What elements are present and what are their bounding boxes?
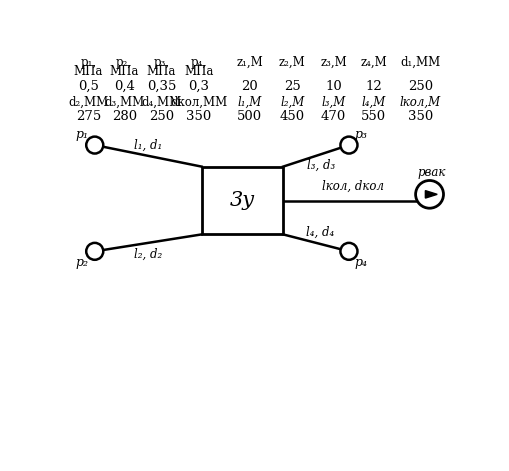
Text: p₃: p₃: [354, 128, 367, 141]
Text: l₄,М: l₄,М: [361, 96, 385, 108]
Text: p₄,: p₄,: [190, 56, 206, 69]
Text: 250: 250: [149, 110, 174, 123]
Text: lкол, dкол: lкол, dкол: [322, 180, 383, 193]
Text: 275: 275: [76, 110, 101, 123]
Text: l₁,М: l₁,М: [237, 96, 261, 108]
Text: 280: 280: [111, 110, 136, 123]
Text: d₄,ММ: d₄,ММ: [141, 96, 181, 108]
Text: l₁, d₁: l₁, d₁: [134, 138, 162, 151]
Text: 0,35: 0,35: [147, 80, 176, 93]
Text: p₁: p₁: [76, 128, 89, 141]
Text: p₁,: p₁,: [80, 56, 96, 69]
Text: d₂,ММ: d₂,ММ: [68, 96, 108, 108]
Text: 10: 10: [324, 80, 341, 93]
Text: 450: 450: [279, 110, 304, 123]
Circle shape: [340, 243, 357, 260]
Text: 470: 470: [320, 110, 346, 123]
Circle shape: [86, 137, 103, 154]
Text: z₄,М: z₄,М: [360, 56, 386, 69]
Text: МПа: МПа: [147, 65, 176, 78]
Circle shape: [340, 137, 357, 154]
Text: l₄, d₄: l₄, d₄: [305, 226, 333, 239]
Text: l₂, d₂: l₂, d₂: [133, 247, 161, 260]
Text: l₃,М: l₃,М: [321, 96, 345, 108]
Circle shape: [415, 180, 443, 208]
Text: p₃,: p₃,: [153, 56, 169, 69]
Text: 0,5: 0,5: [78, 80, 99, 93]
Text: МПа: МПа: [184, 65, 213, 78]
Text: 0,3: 0,3: [188, 80, 209, 93]
Text: p₂,: p₂,: [116, 56, 132, 69]
Text: 350: 350: [407, 110, 432, 123]
Text: p₂: p₂: [76, 256, 89, 268]
Text: МПа: МПа: [74, 65, 103, 78]
Polygon shape: [425, 191, 436, 198]
Text: p₄: p₄: [354, 256, 367, 268]
Text: dкол,ММ: dкол,ММ: [169, 96, 227, 108]
Text: l₃, d₃: l₃, d₃: [306, 159, 334, 172]
Text: 350: 350: [186, 110, 211, 123]
Text: 550: 550: [360, 110, 385, 123]
Text: z₁,М: z₁,М: [236, 56, 263, 69]
Text: 3у: 3у: [229, 191, 254, 210]
Text: pвак: pвак: [417, 166, 445, 179]
Text: z₃,М: z₃,М: [320, 56, 346, 69]
Text: 12: 12: [364, 80, 381, 93]
Text: 0,4: 0,4: [114, 80, 134, 93]
Text: d₁,ММ: d₁,ММ: [400, 56, 439, 69]
Text: 500: 500: [237, 110, 262, 123]
Text: d₃,ММ: d₃,ММ: [104, 96, 144, 108]
Text: 25: 25: [284, 80, 300, 93]
Bar: [201, 167, 282, 235]
Text: l₂,М: l₂,М: [280, 96, 304, 108]
Text: lкол,М: lкол,М: [399, 96, 440, 108]
Text: 250: 250: [407, 80, 432, 93]
Circle shape: [86, 243, 103, 260]
Text: 20: 20: [241, 80, 258, 93]
Text: z₂,М: z₂,М: [278, 56, 305, 69]
Text: МПа: МПа: [109, 65, 138, 78]
